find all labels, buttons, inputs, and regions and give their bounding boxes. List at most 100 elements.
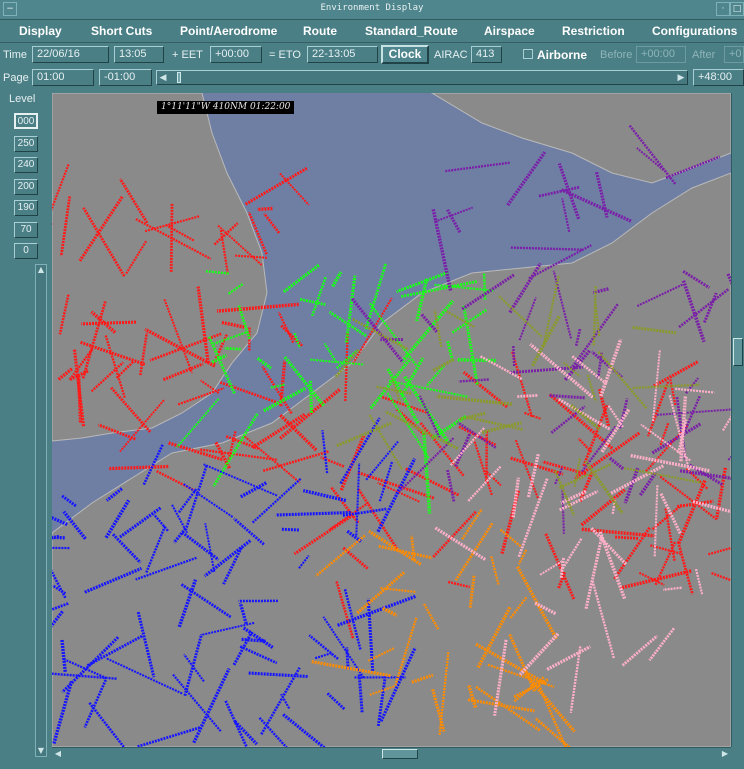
flight-track [97,423,136,441]
flight-track [192,667,231,744]
flight-track [335,350,358,370]
flight-track [227,283,244,296]
date-field[interactable]: 22/06/16 [32,46,109,63]
flight-track [164,223,195,242]
window-menu-icon[interactable]: − [3,2,17,16]
level-button-200[interactable]: 200 [14,179,38,195]
menu-standard-route[interactable]: Standard_Route [365,24,458,38]
menu-bar: Display Short Cuts Point/Aerodrome Route… [0,20,744,43]
flight-track [224,346,241,351]
minimize-icon[interactable]: · [716,2,730,16]
flight-track [445,161,510,173]
page-time-slider[interactable]: ◀ ▶ [156,70,688,85]
flight-track [628,124,677,185]
flight-track [592,287,609,295]
flight-track [81,320,137,326]
menu-airspace[interactable]: Airspace [484,24,535,38]
airborne-checkbox[interactable] [523,49,533,59]
flight-track [499,528,523,549]
time-field[interactable]: 13:05 [114,46,164,63]
flight-track [365,440,399,481]
flight-track [592,286,597,346]
after-field[interactable]: +0 [724,46,744,63]
level-button-70[interactable]: 70 [14,222,38,238]
menu-restriction[interactable]: Restriction [562,24,625,38]
flight-track [203,539,252,578]
flight-track [262,386,307,413]
flight-track [217,224,263,266]
level-slider-down-icon[interactable]: ▼ [37,746,45,755]
flight-track [446,340,454,361]
flight-track [263,212,281,234]
eto-field[interactable]: 22-13:05 [307,46,378,63]
menu-configurations[interactable]: Configurations [652,24,738,38]
flight-track [662,586,682,591]
flight-track [571,355,608,385]
land-british-isles [52,93,268,442]
flight-track [52,610,64,628]
flight-track [457,358,497,363]
level-button-190[interactable]: 190 [14,200,38,216]
page-slider-thumb[interactable] [177,72,181,83]
flight-track [510,246,584,251]
level-button-250[interactable]: 250 [14,136,38,152]
flight-track [355,571,406,615]
level-slider-up-icon[interactable]: ▲ [37,265,45,274]
menu-point-aerodrome[interactable]: Point/Aerodrome [180,24,278,38]
slider-left-arrow-icon[interactable]: ◀ [159,72,167,82]
flight-track [311,276,327,317]
eet-field[interactable]: +00:00 [210,46,262,63]
flight-track [200,621,255,636]
airborne-label: Airborne [537,48,588,62]
flight-track [357,674,364,713]
flight-track [184,465,208,531]
flight-track [283,355,325,407]
map-horizontal-scroll-thumb[interactable] [382,749,418,759]
menu-short-cuts[interactable]: Short Cuts [91,24,153,38]
flight-track [656,408,731,416]
flight-track [410,535,416,561]
flight-track [279,413,318,452]
maximize-icon[interactable]: □ [730,2,744,16]
flight-track [557,162,581,220]
level-button-000[interactable]: 000 [14,113,38,129]
page-end-field[interactable]: +48:00 [693,69,744,86]
clock-button[interactable]: Clock [381,45,429,64]
flight-track [119,506,162,539]
hscroll-left-arrow-icon[interactable]: ◀ [54,749,62,758]
before-field[interactable]: +00:00 [636,46,686,63]
flight-track [293,332,301,349]
flight-track [342,507,387,517]
menu-display[interactable]: Display [19,24,62,38]
level-button-0[interactable]: 0 [14,243,38,259]
map-vertical-scroll-thumb[interactable] [733,338,743,366]
flight-track [560,489,587,505]
title-bar[interactable]: − Environment Display · □ [0,0,744,20]
flight-track [139,332,149,376]
level-button-240[interactable]: 240 [14,157,38,173]
map-horizontal-scrollbar[interactable]: ◀ ▶ [52,747,731,760]
flight-track [648,627,675,662]
map-vertical-scrollbar[interactable] [731,93,744,747]
flight-track [261,365,293,414]
level-panel: Level 000 250 240 200 190 70 0 [0,92,50,769]
flight-track [400,299,455,363]
flight-track [177,487,198,514]
flight-track [431,358,455,373]
page-offset-field[interactable]: -01:00 [99,69,152,86]
flight-track [239,645,278,665]
level-vertical-slider[interactable]: ▲ ▼ [35,264,47,757]
map-view[interactable] [52,93,731,747]
map-canvas[interactable] [52,93,731,747]
flight-track [105,487,123,502]
menu-route[interactable]: Route [303,24,337,38]
slider-right-arrow-icon[interactable]: ▶ [677,72,685,82]
hscroll-right-arrow-icon[interactable]: ▶ [721,749,729,758]
airac-field[interactable]: 413 [471,46,502,63]
flight-track [682,270,711,289]
flight-track [529,342,594,399]
flight-track [432,510,478,558]
flight-track [645,423,689,473]
flight-track [376,675,387,727]
page-start-field[interactable]: 01:00 [32,69,94,86]
